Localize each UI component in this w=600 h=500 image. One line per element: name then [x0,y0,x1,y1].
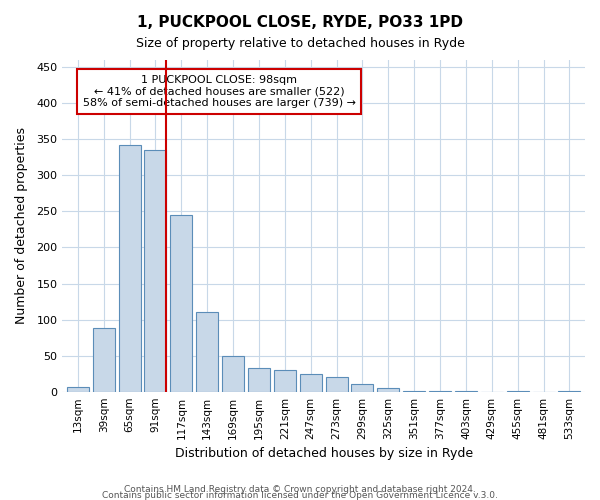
Bar [145,150,166,392]
Bar [119,145,140,392]
Bar [455,391,477,392]
Bar [326,376,347,392]
Bar [170,215,193,392]
Bar [352,384,373,392]
Text: Size of property relative to detached houses in Ryde: Size of property relative to detached ho… [136,38,464,51]
Text: 1, PUCKPOOL CLOSE, RYDE, PO33 1PD: 1, PUCKPOOL CLOSE, RYDE, PO33 1PD [137,15,463,30]
Text: 1 PUCKPOOL CLOSE: 98sqm
← 41% of detached houses are smaller (522)
58% of semi-d: 1 PUCKPOOL CLOSE: 98sqm ← 41% of detache… [83,75,356,108]
Bar [429,391,451,392]
X-axis label: Distribution of detached houses by size in Ryde: Distribution of detached houses by size … [175,447,473,460]
Bar [559,391,580,392]
Bar [274,370,296,392]
Y-axis label: Number of detached properties: Number of detached properties [15,128,28,324]
Bar [196,312,218,392]
Bar [248,368,270,392]
Bar [93,328,115,392]
Bar [300,374,322,392]
Bar [507,391,529,392]
Bar [403,391,425,392]
Bar [222,356,244,392]
Bar [377,388,400,392]
Text: Contains HM Land Registry data © Crown copyright and database right 2024.: Contains HM Land Registry data © Crown c… [124,484,476,494]
Text: Contains public sector information licensed under the Open Government Licence v.: Contains public sector information licen… [102,490,498,500]
Bar [67,386,89,392]
